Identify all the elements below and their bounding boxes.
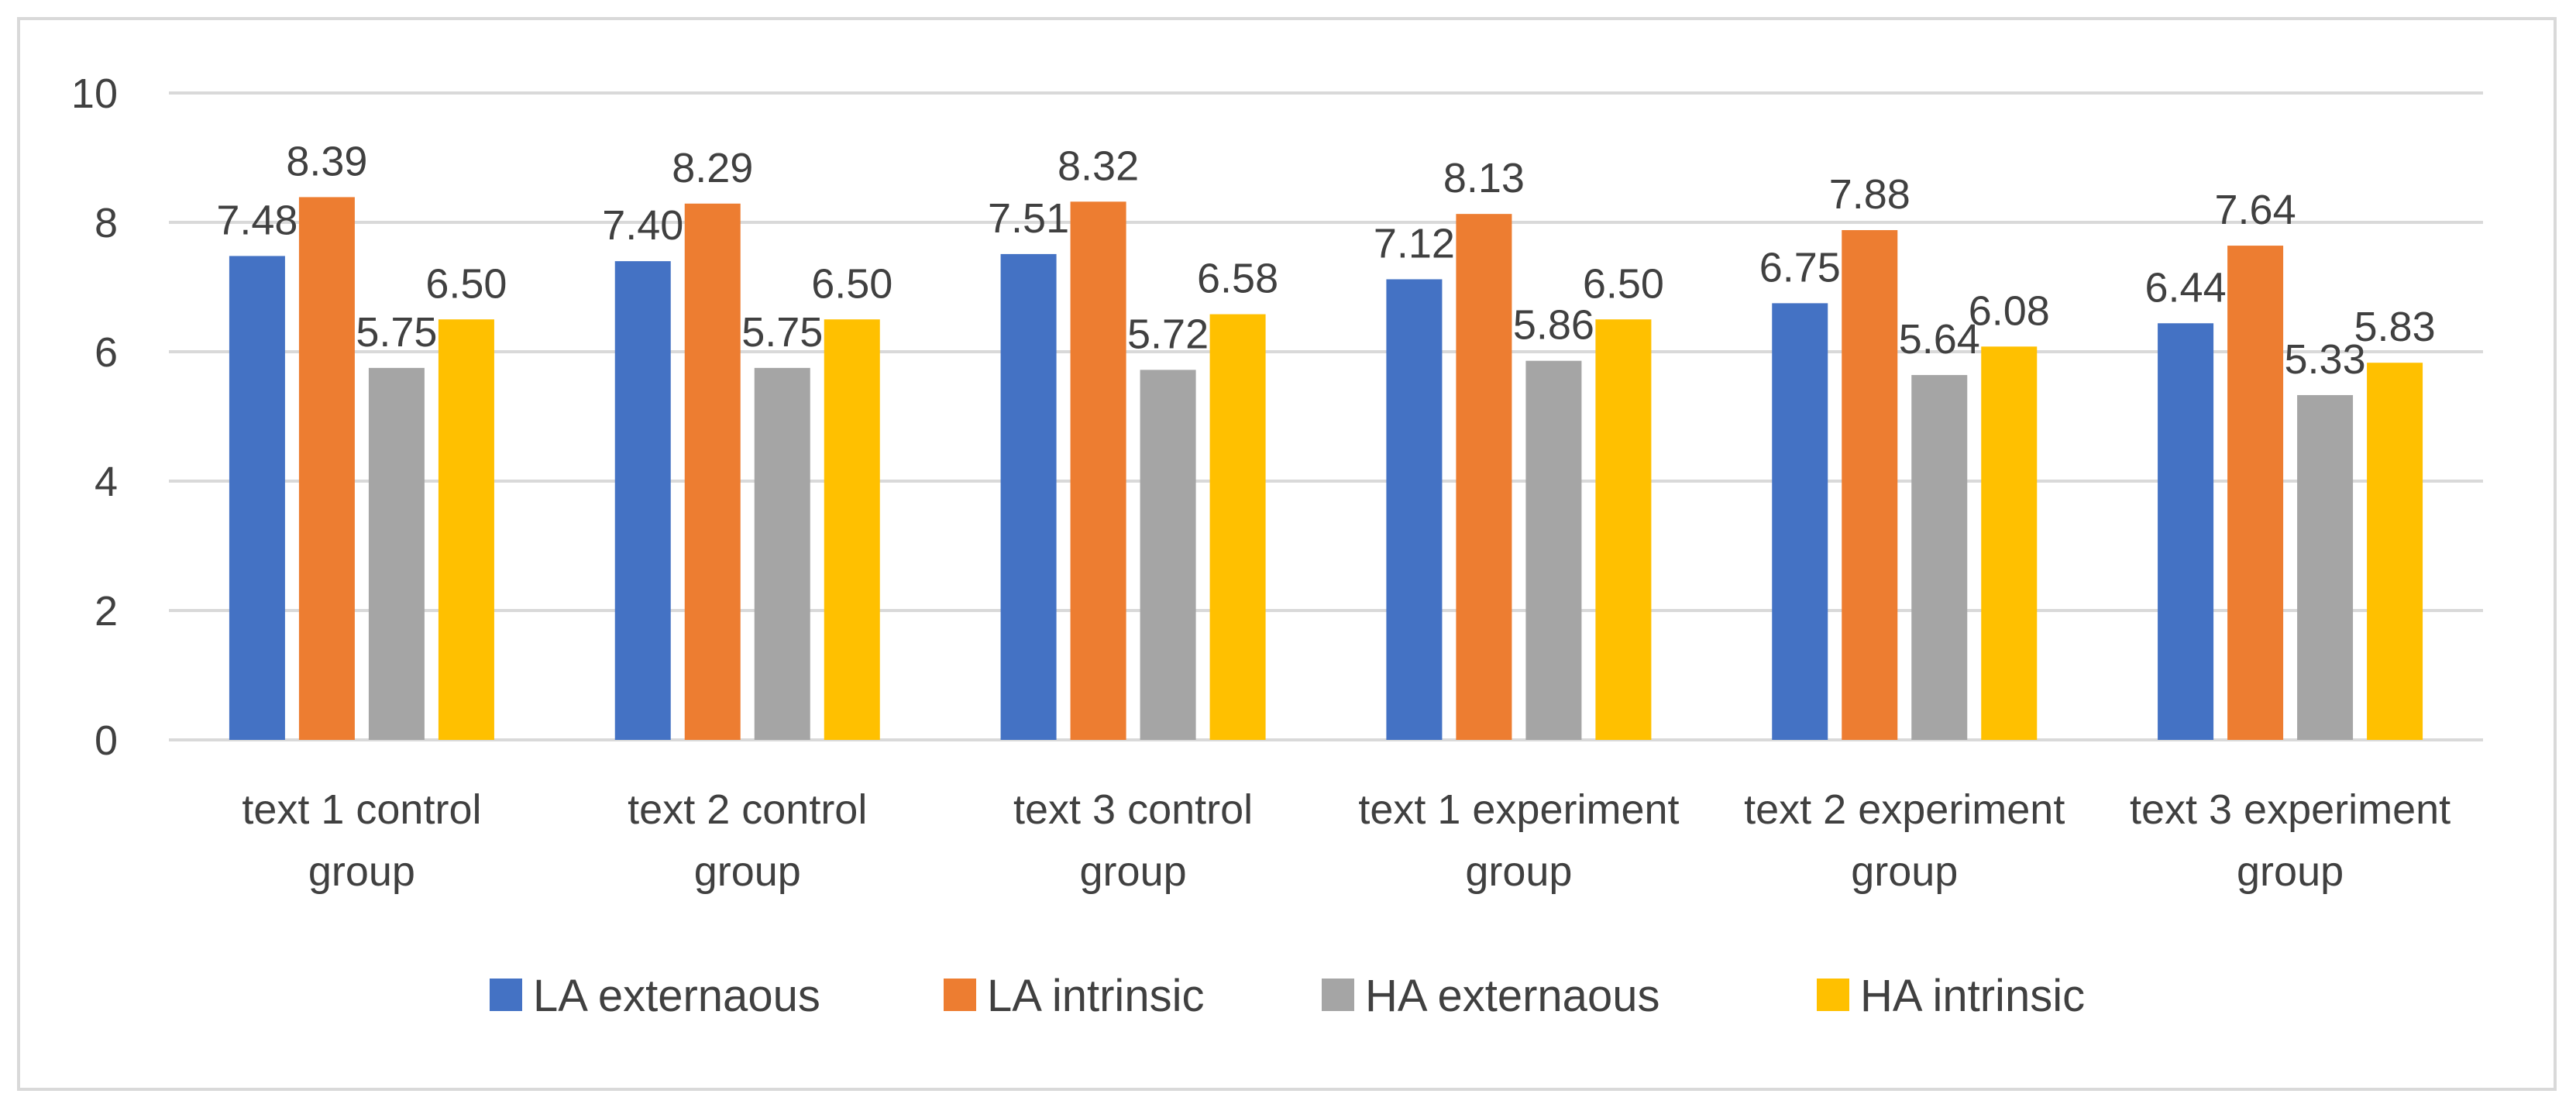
bar-ha-externaous-4 (1525, 360, 1582, 740)
bar-ha-externaous-6 (2297, 394, 2354, 740)
bar-la-externaous-3 (1000, 253, 1057, 740)
x-category-label: group (308, 848, 415, 895)
data-label: 6.75 (1759, 244, 1841, 291)
data-label: 5.72 (1127, 311, 1209, 357)
data-label: 6.50 (1583, 260, 1664, 307)
data-label: 6.50 (425, 260, 507, 307)
data-label: 5.86 (1513, 302, 1594, 349)
legend-label: HA externaous (1365, 971, 1659, 1021)
bar-ha-intrinsic-4 (1595, 319, 1652, 740)
x-category-label: group (2237, 848, 2344, 895)
bar-ha-intrinsic-2 (824, 319, 880, 740)
bar-la-intrinsic-3 (1070, 201, 1126, 740)
data-label: 6.58 (1197, 256, 1278, 302)
x-category-label: text 1 control (242, 786, 481, 833)
data-label: 8.13 (1443, 155, 1525, 201)
x-category-label: group (1080, 848, 1187, 895)
bar-la-intrinsic-5 (1842, 230, 1898, 740)
x-axis-categories: text 1 control group text 2 control group te… (242, 786, 2450, 895)
x-category-label: text 2 control (628, 786, 867, 833)
bar-la-intrinsic-4 (1456, 214, 1512, 740)
data-label: 5.83 (2354, 304, 2436, 350)
x-category-label: group (694, 848, 801, 895)
legend-label: HA intrinsic (1860, 971, 2085, 1021)
data-labels: 7.488.395.756.507.408.295.756.507.518.32… (216, 138, 2435, 383)
data-label: 7.51 (988, 195, 1069, 242)
y-tick-label: 8 (95, 200, 118, 246)
bar-la-externaous-1 (229, 256, 285, 740)
y-axis-ticks: 0 2 4 6 8 10 (71, 71, 118, 764)
bar-la-intrinsic-6 (2227, 246, 2284, 740)
legend: LA externaous LA intrinsic HA externaous HA… (490, 971, 2085, 1021)
x-category-label: text 3 control (1013, 786, 1253, 833)
bar-ha-externaous-5 (1911, 375, 1968, 740)
data-label: 5.75 (741, 309, 823, 356)
data-label: 7.88 (1829, 171, 1911, 218)
data-label: 5.64 (1899, 316, 1980, 363)
bar-la-externaous-6 (2158, 323, 2214, 740)
y-tick-label: 4 (95, 459, 118, 505)
data-label: 5.75 (356, 309, 437, 356)
data-label: 7.12 (1374, 220, 1455, 267)
bar-ha-intrinsic-1 (438, 319, 494, 740)
bar-la-externaous-2 (614, 261, 671, 741)
legend-label: LA externaous (533, 971, 820, 1021)
bar-ha-intrinsic-6 (2367, 363, 2423, 740)
data-label: 8.29 (672, 145, 753, 191)
data-label: 5.33 (2285, 336, 2366, 383)
legend-swatch-ha-externaous (1322, 979, 1354, 1011)
bar-ha-externaous-2 (754, 367, 810, 740)
bar-la-externaous-5 (1772, 303, 1828, 740)
bar-la-intrinsic-2 (684, 203, 741, 740)
gridlines (169, 91, 2483, 741)
bars (229, 197, 2423, 741)
x-category-label: text 1 experiment (1358, 786, 1679, 833)
data-label: 6.44 (2145, 264, 2227, 311)
legend-swatch-la-externaous (490, 979, 522, 1011)
x-category-label: group (1851, 848, 1958, 895)
x-category-label: text 3 experiment (2130, 786, 2450, 833)
legend-label: LA intrinsic (987, 971, 1204, 1021)
x-category-label: text 2 experiment (1744, 786, 2065, 833)
data-label: 8.39 (286, 138, 367, 184)
y-tick-label: 0 (95, 717, 118, 764)
data-label: 7.40 (602, 202, 683, 249)
data-label: 7.64 (2215, 187, 2296, 233)
bar-la-intrinsic-1 (298, 197, 355, 740)
data-label: 8.32 (1058, 143, 1139, 189)
bar-ha-intrinsic-5 (1981, 346, 2038, 740)
bar-la-externaous-4 (1386, 279, 1443, 741)
data-label: 7.48 (216, 197, 297, 243)
y-tick-label: 2 (95, 588, 118, 635)
data-label: 6.08 (1969, 287, 2050, 334)
y-tick-label: 10 (71, 71, 118, 117)
x-category-label: group (1465, 848, 1572, 895)
bar-ha-externaous-3 (1140, 370, 1196, 740)
legend-swatch-la-intrinsic (944, 979, 976, 1011)
legend-swatch-ha-intrinsic (1817, 979, 1849, 1011)
bar-ha-externaous-1 (368, 367, 425, 740)
data-label: 6.50 (811, 260, 892, 307)
bar-ha-intrinsic-3 (1209, 314, 1266, 740)
y-tick-label: 6 (95, 329, 118, 376)
